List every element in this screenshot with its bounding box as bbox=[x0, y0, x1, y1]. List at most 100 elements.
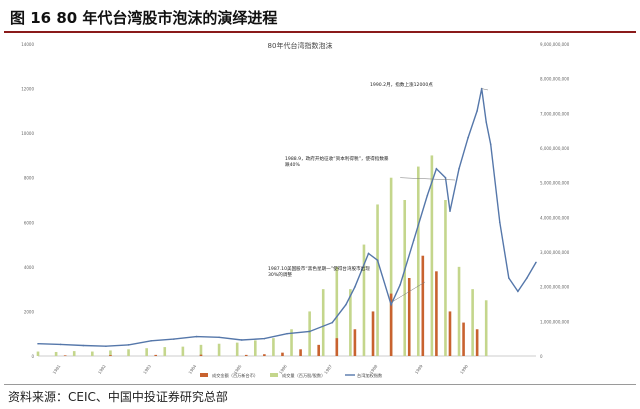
line-point bbox=[489, 143, 492, 146]
line-point bbox=[517, 290, 519, 293]
bar bbox=[244, 354, 248, 356]
x-tick-label: 1987 bbox=[323, 363, 333, 375]
line-point bbox=[458, 168, 460, 170]
bar bbox=[457, 266, 461, 356]
line-point bbox=[150, 340, 152, 342]
line-point bbox=[240, 339, 243, 341]
bar bbox=[403, 200, 407, 356]
line-point bbox=[263, 337, 266, 340]
bar bbox=[154, 354, 158, 356]
bar bbox=[36, 351, 40, 356]
bar bbox=[471, 289, 474, 356]
line-point bbox=[508, 277, 510, 279]
bar bbox=[321, 289, 325, 356]
bar bbox=[448, 311, 452, 356]
lines bbox=[37, 87, 537, 347]
annotation-line: 1988.9，政府开始征收“资本利得税”，使得指数暴 bbox=[285, 155, 389, 162]
bar bbox=[353, 329, 357, 356]
y-axis-right: 0 1,000,000,000 2,000,000,000 3,000,000,000… bbox=[540, 42, 570, 359]
bar bbox=[299, 349, 302, 356]
bar bbox=[407, 278, 411, 356]
bar bbox=[444, 200, 447, 356]
line-point bbox=[535, 261, 537, 264]
y-left-tick-label: 6000 bbox=[24, 220, 35, 225]
x-tick-label: 1990 bbox=[459, 363, 469, 375]
source-rule bbox=[4, 384, 636, 385]
annotation-leader bbox=[400, 177, 456, 181]
legend: 成交金额（百万新台币） 成交量（百万股/股数） 台湾加权指数 bbox=[200, 372, 383, 379]
bar bbox=[290, 329, 293, 356]
x-tick-label: 1983 bbox=[142, 363, 152, 375]
line-point bbox=[449, 210, 451, 212]
annotation-line: 1990.2月，指数上涨12000点 bbox=[370, 81, 433, 88]
bar bbox=[263, 354, 266, 356]
bar bbox=[217, 343, 221, 356]
bar bbox=[421, 255, 425, 356]
y-axis-left: 0 2000 4000 6000 8000 10000 12000 14000 bbox=[21, 42, 34, 359]
figure-title: 图 16 80 年代台湾股市泡沫的演绎进程 bbox=[10, 9, 278, 27]
y-right-tick-label: 6,000,000,000 bbox=[540, 146, 570, 151]
bar bbox=[308, 311, 311, 356]
bar bbox=[335, 266, 339, 356]
figure-header: 图 16 80 年代台湾股市泡沫的演绎进程 bbox=[4, 4, 636, 33]
y-right-tick-label: 2,000,000,000 bbox=[540, 285, 570, 290]
y-left-tick-label: 2000 bbox=[24, 309, 35, 314]
line-point bbox=[412, 239, 415, 241]
annotation-text: 1987.10美国股市“黑色星期一”使得台湾股市出现 30%的调整 bbox=[268, 265, 370, 278]
bar bbox=[484, 300, 488, 356]
bar bbox=[462, 322, 465, 356]
legend-entry: 台湾加权指数 bbox=[357, 372, 383, 379]
legend-entry: 成交量（百万股/股数） bbox=[282, 372, 325, 379]
x-tick-label: 1986 bbox=[278, 363, 288, 375]
x-tick-label: 1984 bbox=[187, 363, 197, 375]
line-point bbox=[308, 330, 311, 333]
y-left-tick-label: 10000 bbox=[21, 131, 34, 136]
annotation-text: 1988.9，政府开始征收“资本利得税”，使得指数暴跌40% bbox=[285, 155, 389, 168]
line-point bbox=[467, 136, 469, 139]
bar bbox=[389, 177, 393, 356]
bar bbox=[199, 354, 203, 356]
line-point bbox=[444, 176, 447, 179]
annotation-leader bbox=[390, 281, 426, 303]
line-point bbox=[399, 283, 401, 286]
y-right-tick-label: 9,000,000,000 bbox=[540, 42, 570, 47]
bar bbox=[272, 338, 275, 356]
bar bbox=[91, 351, 94, 356]
line-point bbox=[82, 344, 85, 347]
title-rule bbox=[4, 31, 636, 33]
bar bbox=[254, 340, 257, 356]
line-point bbox=[354, 286, 356, 288]
line-point bbox=[485, 121, 488, 123]
legend-entry: 成交金额（百万新台币） bbox=[212, 372, 258, 379]
bar bbox=[109, 350, 112, 356]
bar bbox=[435, 271, 438, 356]
y-left-tick-label: 8000 bbox=[24, 176, 35, 181]
chart: 80年代台湾指数泡沫 0 2000 4000 6000 8000 10000 12000 14… bbox=[21, 41, 570, 379]
x-tick-label: 1988 bbox=[368, 363, 378, 375]
y-left-tick-label: 0 bbox=[31, 354, 34, 359]
legend-swatch bbox=[200, 373, 208, 377]
line-point bbox=[376, 259, 379, 261]
line-point bbox=[218, 336, 220, 339]
y-right-tick-label: 0 bbox=[540, 354, 543, 359]
line-point bbox=[331, 321, 334, 324]
annotation-line: 30%的调整 bbox=[268, 271, 292, 278]
bar bbox=[349, 289, 352, 356]
line-point bbox=[345, 303, 347, 306]
x-tick-label: 1989 bbox=[414, 363, 424, 375]
line-point bbox=[480, 87, 483, 90]
bar bbox=[317, 344, 320, 356]
line-point bbox=[286, 332, 288, 335]
y-right-tick-label: 3,000,000,000 bbox=[540, 250, 570, 255]
y-right-tick-label: 1,000,000,000 bbox=[540, 319, 570, 324]
bar bbox=[145, 348, 148, 356]
bar bbox=[163, 347, 167, 356]
annotation-line: 1987.10美国股市“黑色星期一”使得台湾股市出现 bbox=[268, 265, 370, 272]
bar bbox=[475, 329, 479, 356]
bar bbox=[416, 166, 420, 356]
line-point bbox=[426, 194, 429, 197]
line-point bbox=[435, 168, 438, 170]
bar bbox=[63, 355, 67, 356]
bar bbox=[235, 342, 239, 356]
bar bbox=[72, 351, 76, 356]
